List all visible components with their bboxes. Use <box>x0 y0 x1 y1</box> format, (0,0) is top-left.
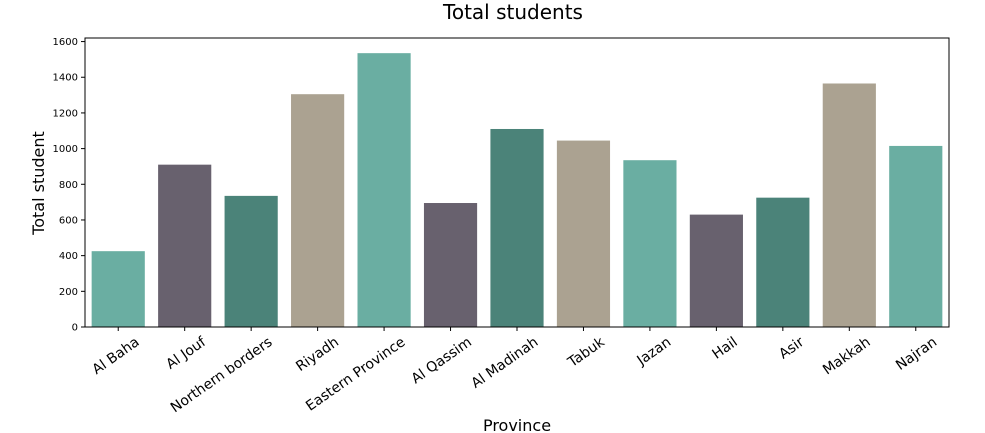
bar-al-madinah <box>490 128 544 327</box>
y-tick-label: 1000 <box>53 144 78 155</box>
x-tick-label: Al Madinah <box>468 334 541 392</box>
x-tick-label: Riyadh <box>293 334 342 375</box>
plot-frame <box>84 37 950 328</box>
y-tick-label: 1200 <box>53 108 78 119</box>
y-tick-label: 1600 <box>53 37 78 48</box>
y-tick-label: 400 <box>59 251 78 262</box>
x-tick-label: Al Qassim <box>409 334 475 387</box>
bar-asir <box>756 197 810 327</box>
bar-tabuk <box>556 140 611 327</box>
bar-jazan <box>623 160 677 327</box>
bar-makkah <box>822 83 876 327</box>
x-tick-label: Makkah <box>820 334 873 378</box>
bar-riyadh <box>291 94 345 327</box>
bar-najran <box>889 145 943 327</box>
x-tick-label: Tabuk <box>564 334 608 372</box>
y-axis-label: Total student <box>29 131 48 236</box>
bar-al-qassim <box>423 203 478 327</box>
y-tick-label: 600 <box>59 215 78 226</box>
bar-hail <box>689 214 743 327</box>
x-axis-label: Province <box>483 416 551 433</box>
x-tick-label: Jazan <box>633 334 674 369</box>
bar-al-baha <box>91 251 145 327</box>
x-tick-label: Asir <box>776 334 807 362</box>
bar-northern-borders <box>224 195 278 327</box>
chart-title: Total students <box>442 0 583 24</box>
y-tick-label: 0 <box>72 323 78 334</box>
x-tick-label: Al Baha <box>89 334 142 378</box>
bars-group <box>91 53 943 328</box>
bar-eastern-province <box>357 53 411 328</box>
y-tick-label: 800 <box>59 180 78 191</box>
x-tick-label: Najran <box>893 334 940 374</box>
y-tick-label: 1400 <box>53 73 78 84</box>
y-tick-label: 200 <box>59 287 78 298</box>
x-tick-label: Al Jouf <box>163 334 209 373</box>
y-axis-ticks: 0 200 400 600 800 1000 1200 1400 1600 <box>53 37 85 334</box>
x-tick-label: Hail <box>709 334 740 363</box>
bar-al-jouf <box>158 164 212 327</box>
